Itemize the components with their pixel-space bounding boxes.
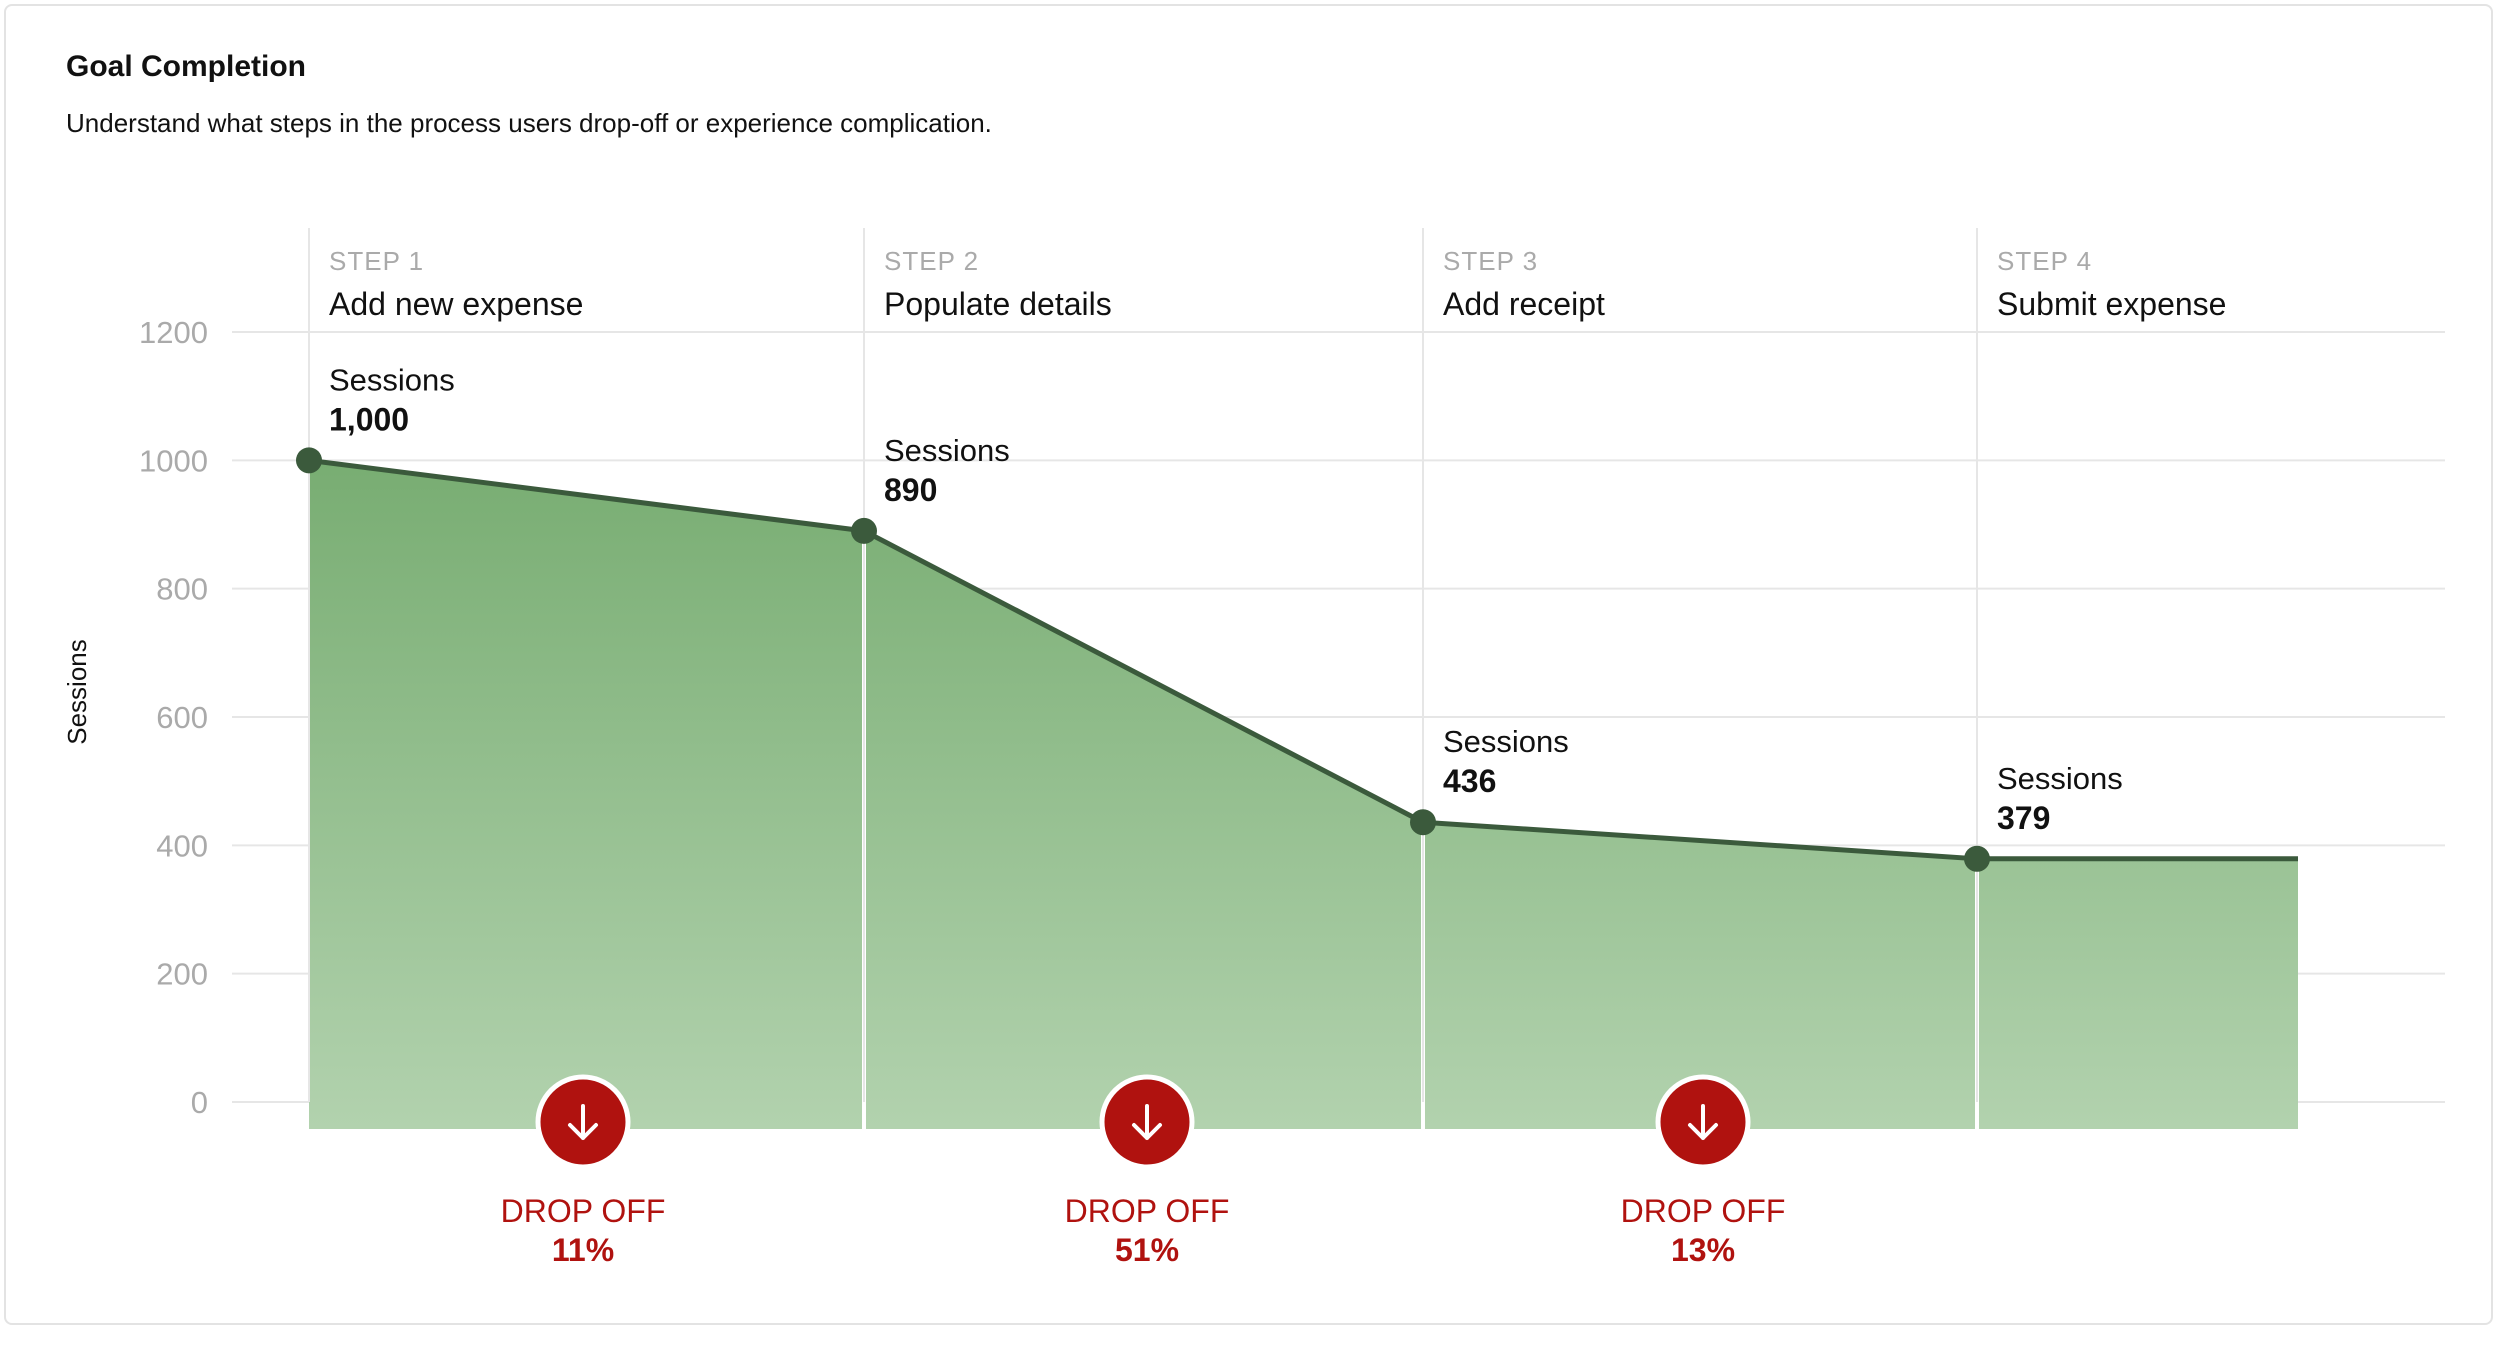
sessions-caption: Sessions	[329, 362, 455, 397]
y-tick-label: 200	[156, 957, 208, 992]
drop-off-label: DROP OFF	[501, 1193, 666, 1229]
sessions-value: 436	[1443, 763, 1496, 799]
arrow-down-icon	[568, 1104, 598, 1140]
drop-off-label: DROP OFF	[1621, 1193, 1786, 1229]
arrow-down-icon	[1132, 1104, 1162, 1140]
y-tick-label: 1000	[139, 443, 208, 478]
step-number: STEP 3	[1443, 246, 1538, 276]
drop-off-value: 51%	[1115, 1232, 1179, 1268]
y-tick-label: 1200	[139, 315, 208, 350]
page-subtitle: Understand what steps in the process use…	[66, 108, 992, 138]
sessions-value: 1,000	[329, 401, 409, 437]
y-tick-label: 800	[156, 572, 208, 607]
step-number: STEP 2	[884, 246, 979, 276]
arrow-down-icon	[1688, 1104, 1718, 1140]
step-title: Populate details	[884, 286, 1112, 322]
step-number: STEP 4	[1997, 246, 2092, 276]
step-title: Add receipt	[1443, 286, 1605, 322]
y-tick-label: 600	[156, 700, 208, 735]
y-axis-label: Sessions	[62, 639, 92, 745]
data-point[interactable]	[851, 517, 877, 544]
data-point[interactable]	[1410, 809, 1436, 836]
sessions-value: 890	[884, 472, 937, 508]
drop-off-label: DROP OFF	[1065, 1193, 1230, 1229]
sessions-area	[309, 460, 2298, 1129]
drop-off-value: 13%	[1671, 1232, 1735, 1268]
sessions-value: 379	[1997, 800, 2050, 836]
step-number: STEP 1	[329, 246, 424, 276]
y-tick-label: 0	[191, 1085, 208, 1120]
drop-off-value: 11%	[552, 1232, 614, 1268]
data-point[interactable]	[296, 447, 322, 474]
page-title: Goal Completion	[66, 50, 306, 83]
sessions-caption: Sessions	[884, 433, 1010, 468]
sessions-caption: Sessions	[1997, 761, 2123, 796]
step-title: Add new expense	[329, 286, 583, 322]
data-point[interactable]	[1964, 845, 1990, 872]
y-tick-label: 400	[156, 828, 208, 863]
step-title: Submit expense	[1997, 286, 2226, 322]
sessions-caption: Sessions	[1443, 724, 1569, 759]
